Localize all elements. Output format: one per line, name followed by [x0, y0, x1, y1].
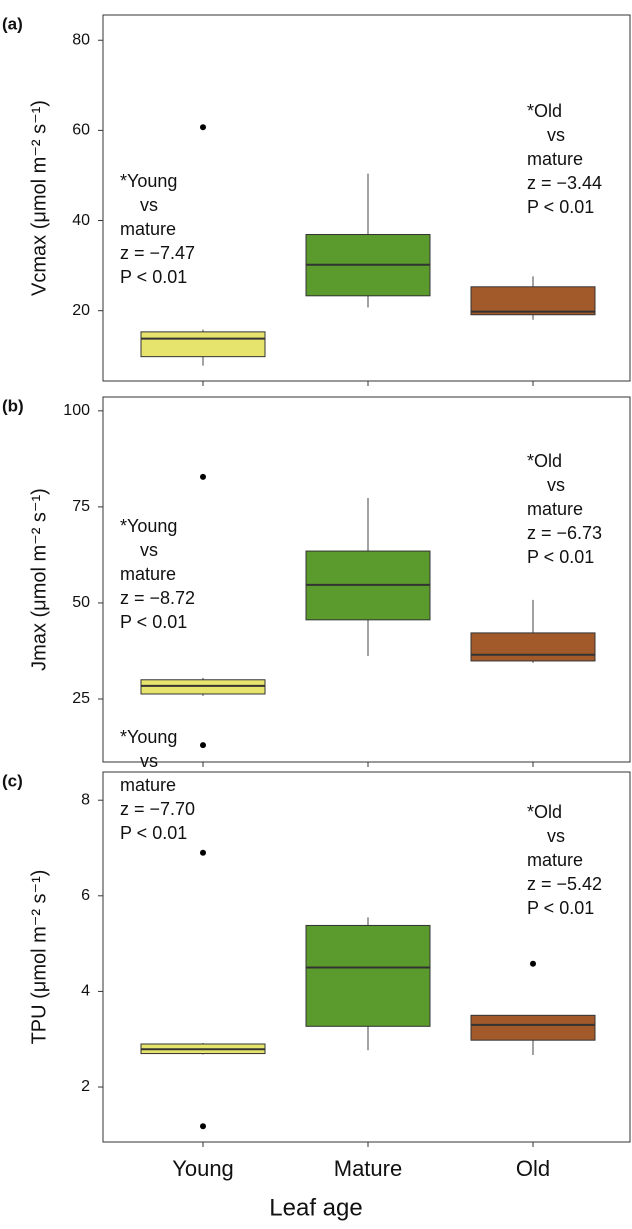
box: [470, 632, 596, 662]
annotation: mature: [527, 149, 583, 169]
annotation: z = −5.42: [527, 874, 602, 894]
annotation: vs: [547, 125, 565, 145]
y-tick-label: 4: [81, 983, 90, 1000]
annotation: vs: [547, 475, 565, 495]
outlier: [200, 742, 206, 749]
y-tick-label: 60: [72, 122, 90, 139]
annotation: vs: [140, 195, 158, 215]
box: [470, 1014, 596, 1041]
annotation: z = −7.70: [120, 799, 195, 819]
y-axis-title: TPU (μmol m⁻² s⁻¹): [28, 870, 50, 1045]
y-axis-title: Vcmax (μmol m⁻² s⁻¹): [28, 100, 50, 296]
annotation: vs: [547, 826, 565, 846]
plot-frame: [102, 771, 631, 1143]
y-tick-label: 6: [81, 887, 90, 904]
outlier: [200, 124, 206, 131]
plot-frame: [102, 14, 631, 382]
annotation: mature: [120, 219, 176, 239]
panel-label: (c): [2, 771, 23, 790]
annotation: *Old: [527, 802, 562, 822]
annotation: z = −7.47: [120, 243, 195, 263]
annotation: mature: [120, 564, 176, 584]
annotation: mature: [120, 775, 176, 795]
x-tick-label: Young: [172, 1156, 234, 1181]
x-tick-label: Old: [516, 1156, 550, 1181]
x-tick-label: Mature: [334, 1156, 402, 1181]
outlier: [200, 849, 206, 856]
annotation: *Old: [527, 451, 562, 471]
annotation: vs: [140, 540, 158, 560]
y-tick-label: 25: [72, 690, 90, 707]
x-axis-title: Leaf age: [269, 1194, 362, 1221]
annotation: P < 0.01: [120, 612, 187, 632]
annotation: P < 0.01: [120, 267, 187, 287]
outlier: [200, 473, 206, 480]
y-tick-label: 75: [72, 498, 90, 515]
y-tick-label: 20: [72, 302, 90, 319]
box: [305, 924, 431, 1027]
annotation: P < 0.01: [527, 197, 594, 217]
annotation: z = −6.73: [527, 523, 602, 543]
y-tick-label: 40: [72, 212, 90, 229]
box: [140, 331, 266, 358]
outlier: [530, 960, 536, 967]
annotation: *Young: [120, 727, 177, 747]
y-tick-label: 50: [72, 594, 90, 611]
annotation: *Old: [527, 101, 562, 121]
y-tick-label: 2: [81, 1078, 90, 1095]
annotation: P < 0.01: [120, 823, 187, 843]
y-axis-title: Jmax (μmol m⁻² s⁻¹): [28, 488, 50, 671]
annotation: P < 0.01: [527, 898, 594, 918]
panel-label: (a): [2, 14, 23, 33]
annotation: z = −8.72: [120, 588, 195, 608]
plot-frame: [102, 396, 631, 763]
y-tick-label: 100: [63, 402, 90, 419]
annotation: vs: [140, 751, 158, 771]
panel-label: (b): [2, 396, 24, 415]
annotation: P < 0.01: [527, 547, 594, 567]
annotation: *Young: [120, 171, 177, 191]
annotation: mature: [527, 499, 583, 519]
annotation: *Young: [120, 516, 177, 536]
y-tick-label: 8: [81, 791, 90, 808]
annotation: mature: [527, 850, 583, 870]
outlier: [200, 1123, 206, 1130]
y-tick-label: 80: [72, 31, 90, 48]
annotation: z = −3.44: [527, 173, 602, 193]
box: [470, 286, 596, 316]
